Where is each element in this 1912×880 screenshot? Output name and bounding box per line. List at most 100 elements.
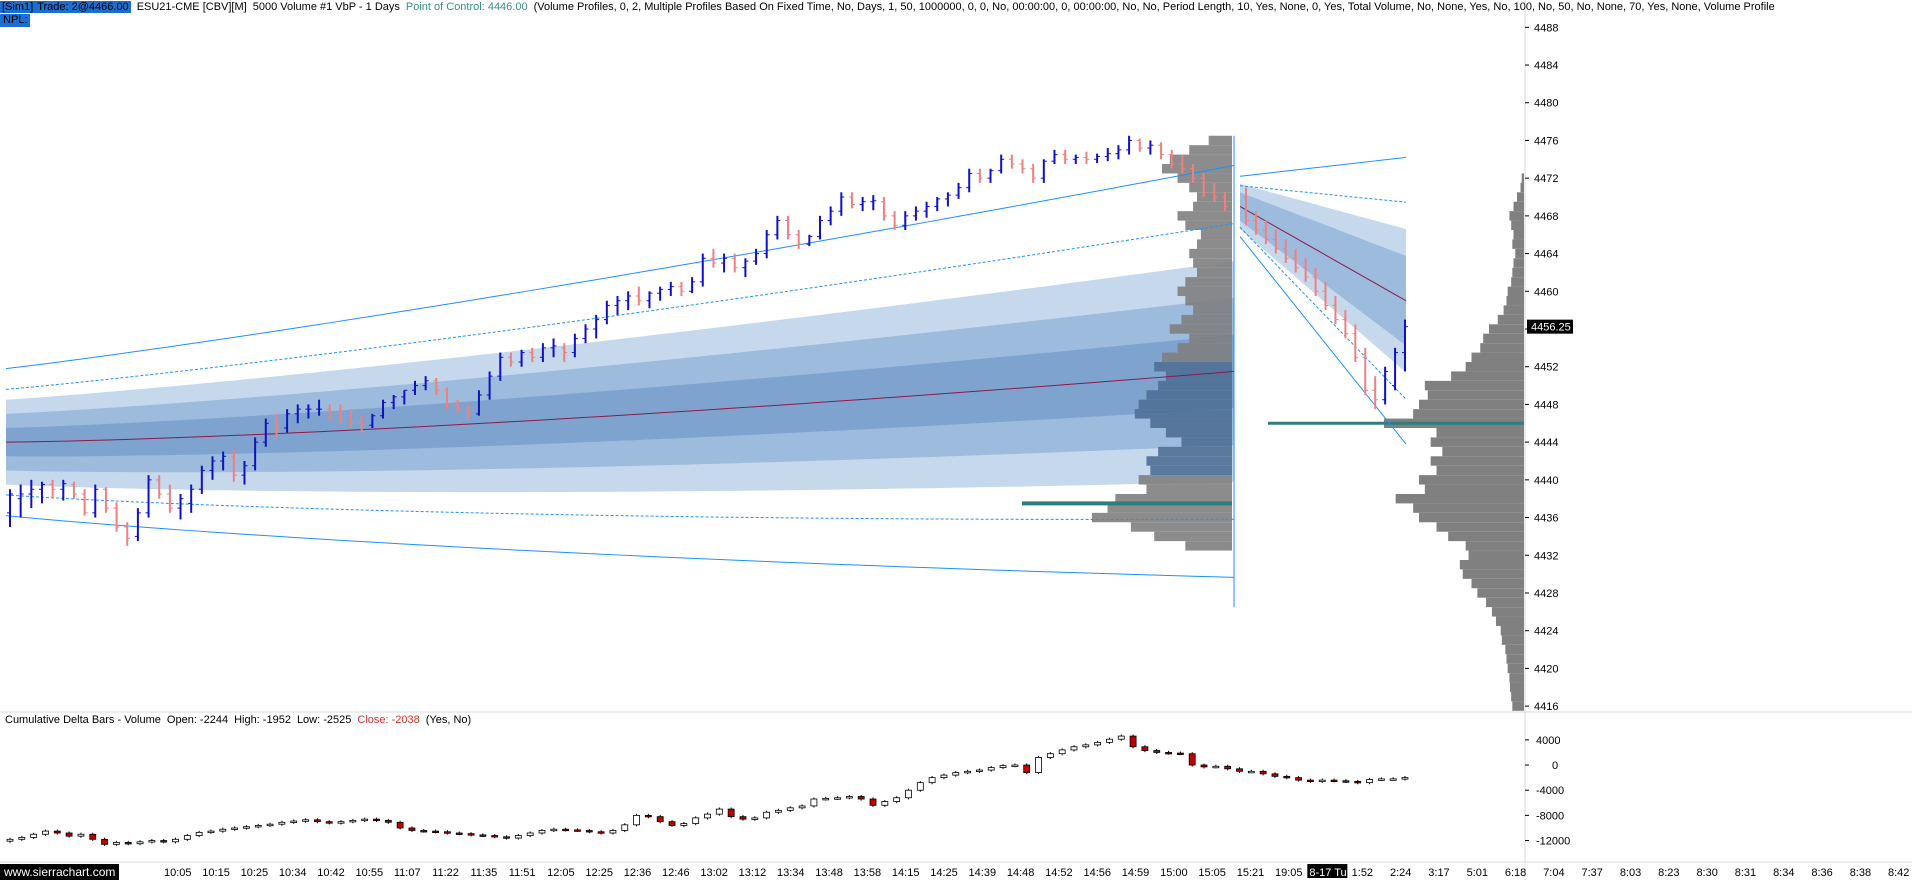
profile-level-session2	[1427, 390, 1524, 400]
profile-level-session1	[1169, 154, 1232, 165]
delta-candle	[1354, 780, 1362, 784]
delta-candle	[1330, 779, 1338, 783]
delta-candle	[1035, 757, 1042, 773]
delta-candle	[408, 827, 416, 831]
delta-candle	[514, 835, 522, 839]
delta-candle	[905, 789, 912, 799]
time-label: 13:12	[739, 867, 767, 879]
price-tick-label: 4436	[1534, 513, 1558, 525]
price-tick-label: 4416	[1534, 701, 1558, 713]
profile-level-session1	[1181, 314, 1232, 325]
price-tick-label: 4476	[1534, 135, 1558, 147]
vwap-line-session1	[5, 370, 1235, 443]
profile-level-session2	[1500, 625, 1524, 636]
delta-candle	[1377, 778, 1385, 781]
profile-level-session2	[1395, 493, 1524, 504]
delta-candle	[53, 830, 61, 834]
time-label: 8-17 Tu	[1309, 867, 1346, 879]
profile-level-session2	[1507, 286, 1524, 297]
profile-level-session1	[1177, 173, 1232, 183]
delta-candle	[656, 816, 664, 823]
time-label: 13:48	[815, 867, 843, 879]
delta-candle	[207, 830, 215, 834]
profile-level-session2	[1465, 362, 1524, 372]
delta-candle	[65, 832, 73, 837]
profile-level-session2	[1510, 682, 1524, 692]
npl-label: NPL:	[0, 14, 31, 27]
delta-candle	[6, 838, 14, 842]
profile-level-session2	[1511, 220, 1524, 231]
time-label: 11:07	[394, 867, 421, 879]
profile-level-session2	[1413, 409, 1524, 419]
price-tick-label: 4488	[1534, 22, 1558, 34]
time-axis[interactable]: 10:05 10:15 10:25 10:34 10:42 10:55 11:07 11:22…	[0, 861, 1912, 879]
profile-level-session1	[1181, 437, 1232, 447]
delta-candle	[1200, 764, 1208, 768]
profile-level-session1	[1185, 541, 1232, 551]
delta-candle	[1188, 753, 1196, 766]
delta-candle	[597, 831, 605, 834]
delta-candle	[479, 834, 487, 837]
delta-candle	[1106, 738, 1113, 743]
time-label: 5:01	[1467, 867, 1488, 879]
delta-candle	[455, 832, 463, 835]
profile-level-session2	[1424, 380, 1524, 391]
delta-candle	[172, 838, 179, 843]
delta-candle	[1094, 741, 1102, 746]
profile-level-session1	[1134, 409, 1232, 419]
time-label: 10:34	[279, 867, 307, 879]
symbol-label: ESU21-CME [CBV][M]	[136, 1, 247, 13]
profile-level-session2	[1509, 211, 1524, 221]
study-params-label: (Volume Profiles, 0, 2, Multiple Profile…	[533, 1, 1775, 13]
time-label: 8:36	[1811, 867, 1832, 879]
profile-level-session2	[1506, 654, 1524, 664]
delta-candle	[562, 828, 570, 832]
delta-candle	[349, 820, 357, 823]
delta-candle	[822, 797, 830, 801]
time-label: 12:25	[585, 867, 613, 879]
delta-candle	[467, 833, 475, 836]
time-label: 7:04	[1543, 867, 1564, 879]
delta-candle	[30, 833, 38, 838]
delta-candle	[585, 830, 593, 833]
profile-level-session2	[1462, 569, 1524, 579]
profile-level-session1	[1165, 371, 1232, 381]
profile-level-session2	[1477, 588, 1524, 598]
delta-candle	[621, 824, 629, 831]
delta-candle	[231, 827, 239, 830]
last-price-label: 4456.25	[1531, 322, 1571, 334]
delta-low: Low: -2525	[296, 714, 352, 726]
time-label: 3:17	[1428, 867, 1449, 879]
profile-level-session2	[1419, 475, 1524, 485]
delta-close: Close: -2038	[357, 714, 420, 726]
price-tick-label: 4448	[1534, 399, 1558, 411]
profile-level-session1	[1177, 286, 1232, 297]
delta-candle	[798, 805, 806, 809]
time-label: 8:03	[1620, 867, 1641, 879]
profile-level-session1	[1162, 352, 1232, 362]
time-label: 8:30	[1696, 867, 1717, 879]
price-tick-label: 4480	[1534, 98, 1558, 110]
profile-level-session2	[1505, 644, 1524, 655]
delta-tick-label: 0	[1552, 760, 1558, 772]
time-label: 11:35	[470, 867, 497, 879]
time-label: 12:05	[547, 867, 575, 879]
profile-level-session1	[1208, 135, 1232, 146]
time-label: 14:56	[1083, 867, 1111, 879]
profile-level-session1	[1193, 305, 1232, 315]
delta-candle	[526, 832, 534, 836]
delta-candle	[916, 782, 924, 791]
delta-candle	[644, 814, 652, 818]
delta-tick-label: -12000	[1536, 836, 1570, 848]
cumulative-delta-bars	[6, 734, 1409, 846]
last-price-tag	[1527, 319, 1573, 334]
profile-level-session1	[1169, 324, 1232, 334]
price-tick-label: 4468	[1534, 211, 1558, 223]
profile-level-session2	[1468, 550, 1524, 560]
delta-candle	[1176, 752, 1184, 755]
delta-candle	[160, 840, 168, 843]
poc-label: Point of Control: 4446.00	[405, 1, 528, 13]
time-label: 14:25	[930, 867, 958, 879]
